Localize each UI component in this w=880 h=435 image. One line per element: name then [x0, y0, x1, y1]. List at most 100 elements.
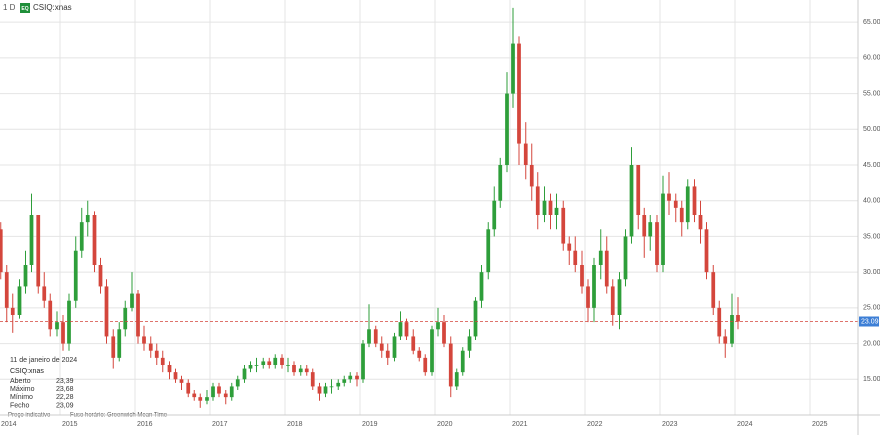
candle-body: [48, 300, 53, 330]
candle-body: [473, 300, 478, 337]
candle-body: [623, 236, 628, 280]
candle-body: [298, 368, 303, 373]
candle-body: [148, 343, 153, 351]
candle-body: [617, 279, 622, 315]
candle-body: [586, 286, 590, 308]
candle-body: [535, 186, 540, 215]
y-tick-label: 45.00: [863, 162, 880, 169]
candle-body: [610, 286, 615, 315]
x-tick-label: 2025: [812, 421, 828, 428]
candle-body: [723, 336, 728, 344]
candle-body: [229, 386, 234, 398]
candle-body: [486, 229, 491, 273]
candle-body: [604, 250, 609, 287]
candle-body: [85, 215, 90, 223]
candle-body: [704, 229, 709, 273]
candle-body: [317, 386, 322, 394]
candle-body: [492, 200, 497, 230]
info-label: Fecho: [10, 402, 30, 409]
candle-body: [160, 357, 165, 365]
y-tick-label: 50.00: [863, 126, 880, 133]
candle-body: [385, 350, 390, 358]
candle-body: [479, 272, 484, 301]
candle-body: [685, 186, 690, 223]
y-tick-label: 35.00: [863, 233, 880, 240]
info-value: 23,09: [56, 402, 74, 409]
candle-body: [10, 307, 15, 315]
candle-body: [98, 265, 103, 287]
candle-body: [211, 386, 215, 398]
candle-body: [117, 329, 122, 358]
candle-body: [136, 293, 140, 337]
candle-body: [573, 250, 578, 265]
candle-body: [629, 165, 634, 237]
candle-body: [36, 215, 41, 287]
candle-body: [692, 186, 697, 215]
info-value: 23,68: [56, 386, 74, 393]
candle-body: [505, 93, 509, 165]
candle-body: [310, 372, 315, 387]
badge-bg: [20, 3, 30, 13]
candle-body: [355, 375, 359, 380]
candle-body: [398, 322, 403, 337]
candle-body: [92, 215, 97, 265]
candle-body: [130, 293, 134, 308]
candle-body: [679, 207, 684, 223]
info-symbol: CSIQ:xnas: [10, 368, 44, 375]
candle-body: [698, 215, 703, 230]
candle-body: [554, 207, 559, 215]
candle-body: [235, 379, 240, 387]
info-label: Aberto: [10, 378, 31, 385]
candle-body: [205, 397, 209, 401]
y-tick-label: 25.00: [863, 305, 880, 312]
x-tick-label: 2017: [212, 421, 228, 428]
last-price-box: [859, 316, 879, 327]
candle-body: [580, 265, 584, 287]
candle-body: [123, 307, 128, 330]
candle-body: [561, 207, 566, 244]
interval[interactable]: 1 D: [3, 3, 16, 12]
candle-body: [55, 322, 59, 330]
candle-body: [329, 386, 334, 388]
candle-body: [4, 272, 9, 308]
grid: [0, 0, 858, 415]
candle-body: [448, 343, 453, 387]
info-date: 11 de janeiro de 2024: [10, 357, 77, 364]
candle-body: [154, 350, 159, 358]
candle-body: [454, 372, 459, 387]
candle-body: [29, 215, 34, 265]
candle-body: [361, 343, 365, 380]
x-tick-label: 2022: [587, 421, 603, 428]
y-tick-label: 65.00: [863, 19, 880, 26]
candle-body: [67, 300, 71, 344]
candle-body: [436, 322, 440, 330]
candle-body: [254, 365, 259, 366]
candle-body: [730, 315, 734, 344]
candle-body: [280, 357, 284, 365]
info-value: 22,28: [56, 394, 74, 401]
candle-body: [79, 222, 84, 251]
x-tick-label: 2020: [437, 421, 453, 428]
x-tick-label: 2018: [287, 421, 303, 428]
badge: EQ: [21, 6, 28, 12]
candle-body: [404, 322, 409, 337]
candle-body: [417, 350, 422, 358]
candle-body: [273, 357, 278, 365]
y-tick-label: 60.00: [863, 55, 880, 62]
x-tick-label: 2024: [737, 421, 753, 428]
candle-body: [667, 193, 671, 201]
candle-body: [548, 200, 553, 215]
candle-body: [223, 393, 228, 398]
candle-body: [179, 379, 184, 383]
x-tick-label: 2014: [1, 421, 17, 428]
candle-body: [142, 336, 146, 344]
candle-body: [517, 43, 521, 144]
candle-body: [186, 382, 191, 394]
info-label: Máximo: [10, 386, 35, 393]
candle-body: [192, 393, 197, 398]
candle-body: [104, 286, 109, 337]
y-tick-label: 40.00: [863, 198, 880, 205]
candle-body: [342, 379, 347, 383]
candle-body: [217, 386, 221, 394]
